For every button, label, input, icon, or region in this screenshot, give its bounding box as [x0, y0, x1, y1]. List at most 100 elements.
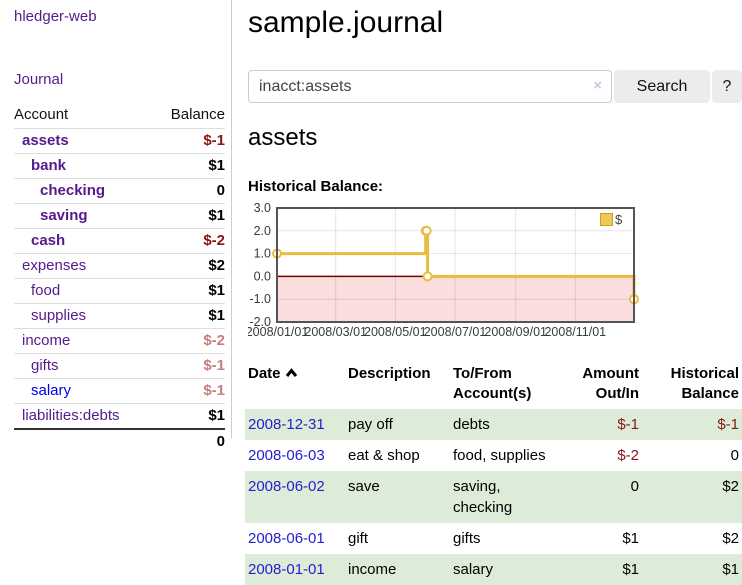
account-row: saving $1	[14, 203, 225, 229]
account-row: liabilities:debts $1	[14, 403, 225, 429]
account-balance: 0	[216, 182, 225, 199]
svg-text:1.0: 1.0	[254, 247, 271, 261]
accounts-total-row: 0	[14, 428, 225, 454]
transaction-amount: $1	[622, 560, 639, 578]
transaction-accounts: salary	[453, 560, 494, 578]
help-button[interactable]: ?	[712, 70, 742, 103]
chart-heading: Historical Balance:	[248, 178, 384, 195]
account-balance: $1	[208, 207, 225, 224]
transaction-balance: $1	[722, 560, 739, 578]
account-link[interactable]: food	[31, 282, 61, 299]
accounts-total: 0	[153, 428, 225, 454]
account-link[interactable]: supplies	[31, 307, 87, 324]
account-row: checking 0	[14, 178, 225, 204]
account-link[interactable]: assets	[22, 132, 69, 149]
transaction-accounts: food, supplies	[453, 446, 546, 464]
account-balance: $-1	[203, 382, 225, 399]
svg-text:3.0: 3.0	[254, 201, 271, 215]
accounts-col-balance: Balance	[170, 106, 225, 123]
account-row: food $1	[14, 278, 225, 304]
account-row: expenses $2	[14, 253, 225, 279]
account-row: gifts $-1	[14, 353, 225, 379]
transaction-row[interactable]: 2008-06-01 gift gifts $1 $2	[245, 523, 742, 554]
account-link[interactable]: checking	[40, 182, 106, 199]
clear-search-icon[interactable]: ×	[593, 77, 602, 94]
register-col-amount: Amount Out/In	[582, 365, 639, 403]
transaction-date-link[interactable]: 2008-01-01	[248, 560, 325, 578]
chart-legend: $	[600, 212, 622, 227]
transaction-amount: $-2	[617, 446, 639, 464]
accounts-table: Account Balance assets $-1 bank $1 checking 0…	[14, 102, 225, 454]
transaction-description: gift	[348, 529, 369, 547]
account-balance: $2	[208, 257, 225, 274]
account-link[interactable]: cash	[31, 232, 66, 249]
account-row: salary $-1	[14, 378, 225, 404]
app-title-link[interactable]: hledger-web	[14, 8, 97, 25]
svg-text:2008/07/01: 2008/07/01	[424, 325, 487, 339]
account-link[interactable]: income	[22, 332, 71, 349]
sidebar: hledger-web Journal Account Balance asse…	[0, 0, 232, 454]
search-button[interactable]: Search	[614, 70, 710, 103]
transaction-row[interactable]: 2008-01-01 income salary $1 $1	[245, 553, 742, 585]
svg-text:2008/03/01: 2008/03/01	[304, 325, 367, 339]
transaction-row[interactable]: 2008-12-31 pay off debts $-1 $-1	[245, 408, 742, 440]
transaction-row[interactable]: 2008-06-02 save saving, checking 0 $2	[245, 470, 742, 523]
transaction-date: 2008-06-01	[245, 523, 345, 554]
account-balance: $1	[208, 407, 225, 424]
register-col-balance: Historical Balance	[670, 365, 739, 403]
transaction-balance: $2	[722, 529, 739, 547]
legend-swatch-icon	[600, 213, 613, 226]
chart-canvas: 3.0 2.0 1.0 0.0 -1.0 -2.02008/01/012008/03/01…	[248, 201, 639, 339]
transaction-accounts: saving, checking	[453, 477, 513, 516]
svg-text:0.0: 0.0	[254, 269, 271, 283]
register-col-description: Description	[348, 365, 431, 382]
transaction-date-link[interactable]: 2008-06-01	[248, 529, 325, 547]
transaction-amount: $-1	[617, 415, 639, 433]
svg-text:2008/01/01: 2008/01/01	[248, 325, 308, 339]
transaction-description: income	[348, 560, 397, 578]
legend-label: $	[615, 212, 623, 227]
transaction-row[interactable]: 2008-06-03 eat & shop food, supplies $-2 0	[245, 440, 742, 471]
register-col-accounts: To/From Account(s)	[453, 365, 532, 403]
historical-balance-chart: 3.0 2.0 1.0 0.0 -1.0 -2.0 2008/01/01 2008/03/01…	[248, 200, 742, 350]
account-balance: $-2	[203, 232, 225, 249]
sidebar-item-journal[interactable]: Journal	[14, 71, 64, 88]
account-link[interactable]: bank	[31, 157, 67, 174]
main-content: sample.journal × Search ? assets Histori…	[245, 0, 742, 585]
account-balance: $1	[208, 157, 225, 174]
account-balance: $-1	[203, 132, 225, 149]
transaction-date: 2008-06-02	[245, 471, 345, 523]
account-link[interactable]: expenses	[22, 257, 87, 274]
account-link[interactable]: salary	[31, 382, 72, 399]
transaction-date-link[interactable]: 2008-06-03	[248, 446, 325, 464]
search-bar: × Search ?	[248, 70, 742, 103]
account-heading: assets	[248, 124, 318, 151]
register-col-date[interactable]: Date	[245, 362, 345, 409]
svg-text:2.0: 2.0	[254, 224, 271, 238]
transaction-balance: $-1	[717, 415, 739, 433]
account-link[interactable]: gifts	[31, 357, 59, 374]
account-row: bank $1	[14, 153, 225, 179]
account-link[interactable]: saving	[40, 207, 88, 224]
transaction-date-link[interactable]: 2008-12-31	[248, 415, 325, 433]
account-row: assets $-1	[14, 128, 225, 154]
transaction-accounts: gifts	[453, 529, 481, 547]
transaction-amount: 0	[630, 477, 639, 495]
account-balance: $-2	[203, 332, 225, 349]
account-link[interactable]: liabilities:debts	[22, 407, 120, 424]
transaction-date-link[interactable]: 2008-06-02	[248, 477, 325, 495]
svg-text:2008/05/01: 2008/05/01	[364, 325, 427, 339]
transaction-description: pay off	[348, 415, 393, 433]
account-balance: $1	[208, 307, 225, 324]
transaction-date: 2008-06-03	[245, 440, 345, 471]
search-input[interactable]	[248, 70, 612, 103]
transaction-balance: 0	[730, 446, 739, 464]
register-table: Date Description To/From Account(s) Amou…	[245, 362, 742, 585]
account-row: cash $-2	[14, 228, 225, 254]
page-title: sample.journal	[248, 6, 444, 39]
transaction-description: eat & shop	[348, 446, 420, 464]
account-row: income $-2	[14, 328, 225, 354]
transaction-description: save	[348, 477, 380, 495]
account-balance: $-1	[203, 357, 225, 374]
transaction-date: 2008-12-31	[245, 409, 345, 440]
